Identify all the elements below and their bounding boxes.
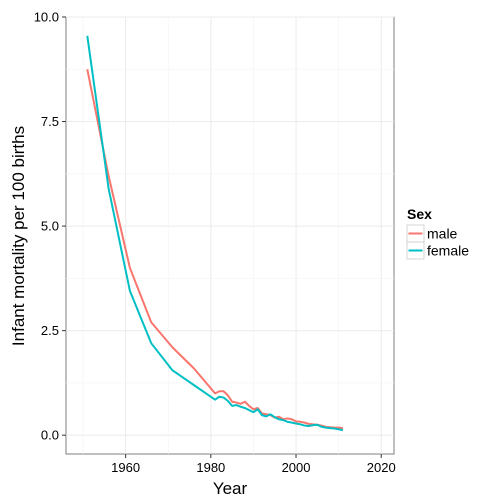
y-tick-label: 7.5	[41, 114, 59, 129]
series-lines	[86, 35, 344, 432]
legend-label-female: female	[427, 243, 469, 259]
y-tick-label: 10.0	[34, 10, 59, 25]
grid-lines	[66, 16, 394, 454]
x-tick-label: 2000	[282, 460, 311, 475]
series-line-female	[86, 35, 344, 432]
legend-label-male: male	[427, 226, 458, 242]
legend-title: Sex	[407, 206, 432, 222]
y-axis-title: Infant mortality per 100 births	[9, 126, 28, 346]
y-tick-label: 2.5	[41, 323, 59, 338]
x-tick-label: 1980	[196, 460, 225, 475]
x-tick-label: 1960	[111, 460, 140, 475]
plot-panel	[65, 16, 395, 455]
y-axis: 0.0 2.5 5.0 7.5 10.0	[34, 10, 66, 443]
x-tick-label: 2020	[367, 460, 396, 475]
y-tick-label: 5.0	[41, 219, 59, 234]
x-axis-title: Year	[213, 479, 248, 498]
x-axis: 1960 1980 2000 2020	[111, 454, 396, 475]
y-tick-label: 0.0	[41, 428, 59, 443]
